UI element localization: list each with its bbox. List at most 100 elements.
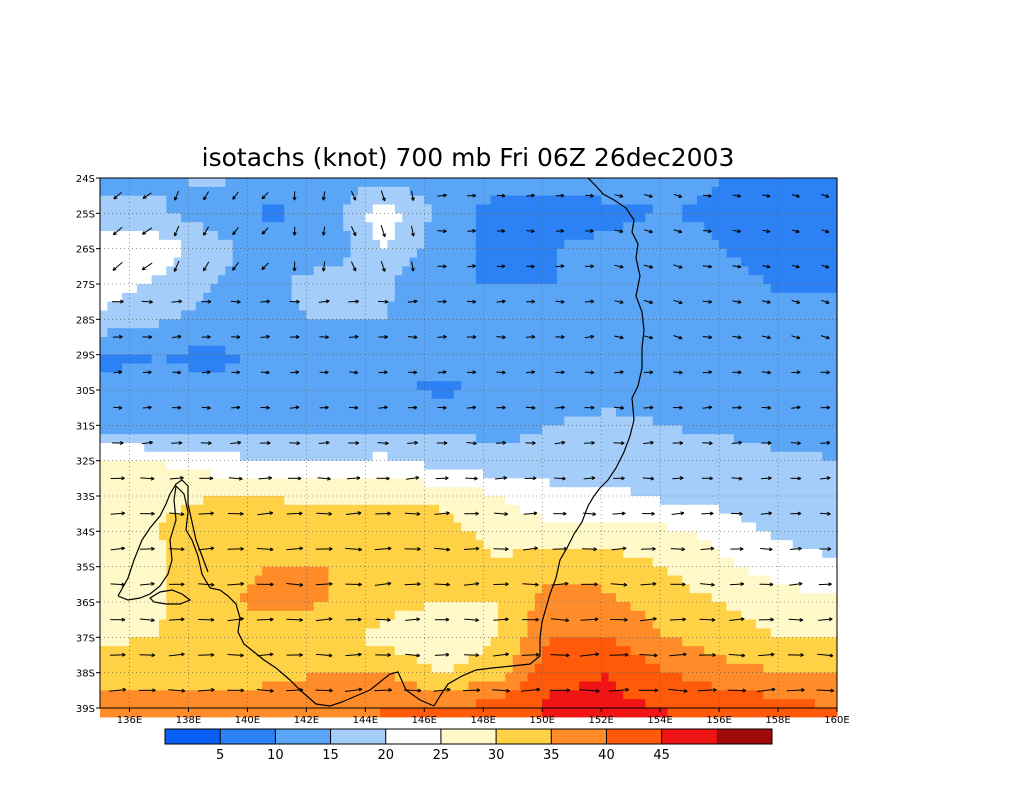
field-cell: [829, 549, 838, 559]
field-cell: [129, 425, 138, 435]
field-cell: [748, 513, 757, 524]
field-cell: [615, 266, 624, 276]
field-cell: [188, 610, 197, 621]
field-cell: [461, 443, 470, 453]
field-cell: [247, 460, 256, 471]
field-cell: [586, 478, 595, 488]
field-cell: [173, 195, 182, 206]
field-cell: [181, 398, 190, 409]
field-cell: [181, 301, 190, 312]
field-cell: [814, 425, 823, 435]
field-cell: [313, 328, 322, 338]
field-cell: [785, 178, 794, 188]
field-cell: [792, 381, 801, 391]
field-cell: [682, 566, 691, 577]
field-cell: [556, 504, 565, 515]
field-cell: [262, 328, 271, 338]
field-cell: [652, 222, 661, 232]
field-cell: [785, 195, 794, 206]
field-cell: [372, 275, 381, 285]
field-cell: [623, 557, 632, 568]
field-cell: [704, 266, 713, 276]
field-cell: [306, 204, 315, 214]
field-cell: [144, 451, 153, 462]
field-cell: [630, 416, 639, 426]
field-cell: [748, 531, 757, 541]
field-cell: [129, 328, 138, 338]
field-cell: [542, 522, 551, 532]
field-cell: [461, 275, 470, 285]
field-cell: [660, 549, 669, 559]
field-cell: [357, 602, 366, 612]
field-cell: [151, 610, 160, 621]
field-cell: [778, 407, 787, 418]
field-cell: [711, 575, 720, 585]
field-cell: [254, 204, 263, 214]
field-cell: [571, 478, 580, 488]
field-cell: [350, 363, 359, 373]
field-cell: [232, 398, 241, 409]
field-cell: [638, 275, 646, 285]
field-cell: [829, 363, 838, 373]
field-cell: [778, 469, 787, 479]
field-cell: [298, 593, 307, 603]
field-cell: [512, 381, 521, 391]
field-cell: [748, 434, 757, 444]
field-cell: [247, 531, 256, 541]
field-cell: [556, 575, 565, 585]
field-cell: [122, 381, 131, 391]
field-cell: [755, 407, 764, 418]
field-cell: [527, 460, 536, 471]
field-cell: [461, 328, 470, 338]
field-cell: [726, 195, 735, 206]
field-cell: [608, 381, 617, 391]
field-cell: [269, 496, 278, 506]
field-cell: [166, 513, 175, 524]
field-cell: [100, 381, 108, 391]
field-cell: [461, 345, 470, 356]
field-cell: [431, 248, 440, 259]
field-cell: [188, 487, 197, 497]
field-cell: [446, 575, 455, 585]
field-cell: [114, 513, 123, 524]
field-cell: [512, 443, 521, 453]
field-cell: [195, 354, 204, 365]
field-cell: [217, 602, 226, 612]
field-cell: [704, 549, 713, 559]
field-cell: [601, 398, 610, 409]
field-cell: [240, 469, 248, 479]
field-cell: [615, 540, 624, 550]
field-cell: [217, 248, 226, 259]
field-cell: [829, 522, 838, 532]
field-cell: [468, 593, 477, 603]
field-cell: [586, 425, 595, 435]
field-cell: [542, 301, 551, 312]
field-cell: [586, 178, 595, 188]
field-cell: [785, 513, 794, 524]
field-cell: [402, 513, 411, 524]
field-cell: [689, 213, 698, 223]
field-cell: [660, 390, 669, 400]
field-cell: [645, 522, 654, 532]
field-cell: [778, 496, 787, 506]
field-cell: [800, 345, 809, 356]
field-cell: [527, 354, 536, 365]
field-cell: [129, 204, 138, 214]
field-cell: [615, 531, 624, 541]
field-cell: [158, 195, 167, 206]
field-cell: [674, 337, 683, 347]
field-cell: [549, 407, 558, 418]
field-cell: [291, 425, 300, 435]
field-cell: [711, 513, 720, 524]
field-cell: [527, 292, 536, 303]
field-cell: [792, 407, 801, 418]
field-cell: [144, 204, 153, 214]
field-cell: [483, 204, 492, 214]
field-cell: [652, 522, 661, 532]
field-cell: [136, 213, 145, 223]
field-cell: [409, 434, 418, 444]
field-cell: [210, 416, 219, 426]
field-cell: [402, 557, 411, 568]
field-cell: [328, 407, 337, 418]
field-cell: [284, 451, 293, 462]
